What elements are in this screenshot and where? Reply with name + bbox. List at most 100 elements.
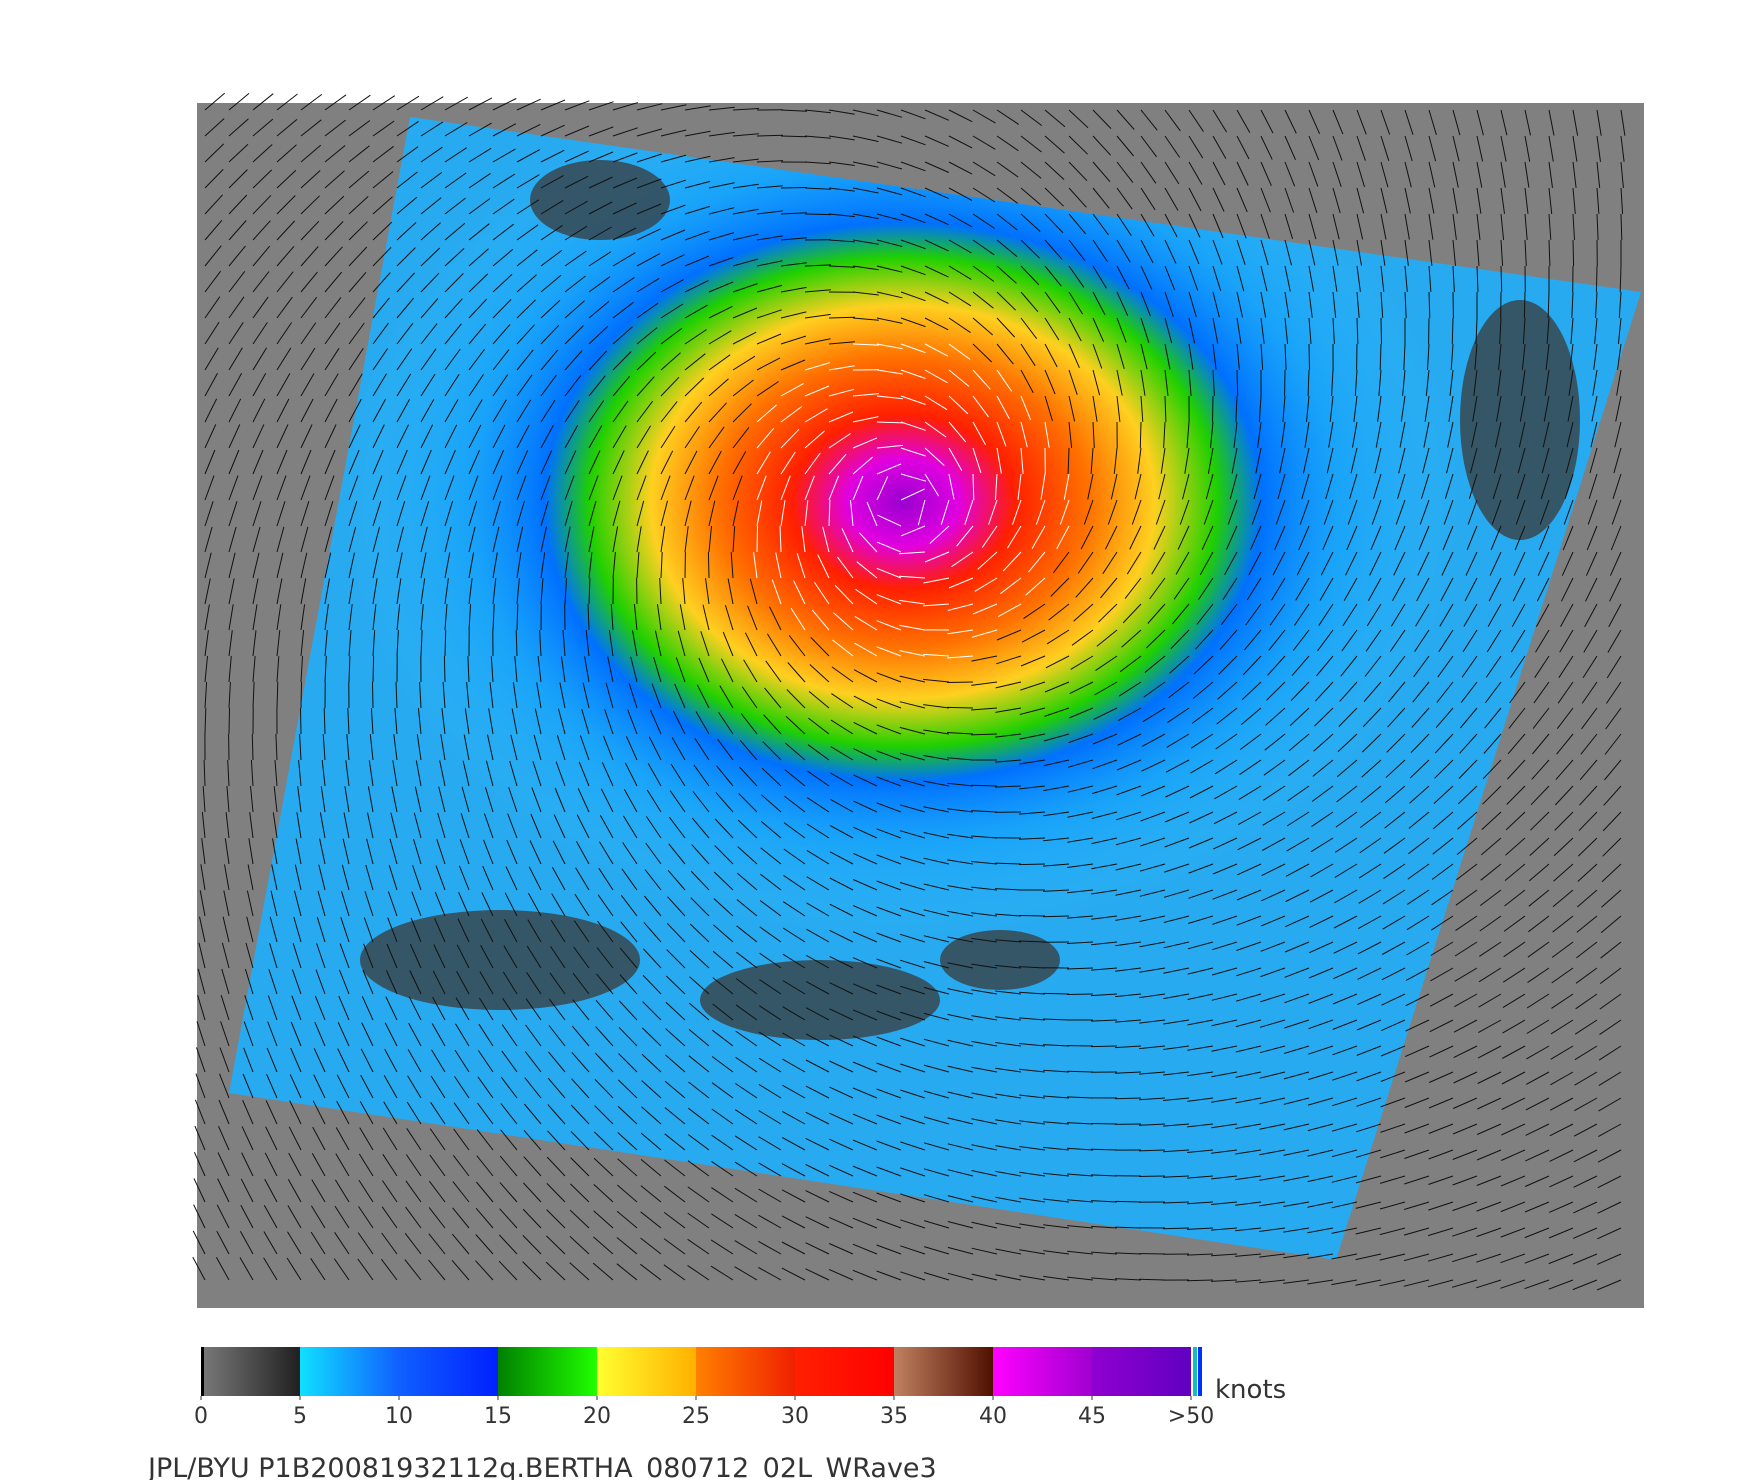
- wind-barb: [1215, 733, 1238, 750]
- wind-barb: [1083, 499, 1094, 525]
- wind-barb: [1187, 993, 1214, 1000]
- wind-barb: [516, 249, 538, 267]
- wind-barb: [1380, 109, 1391, 135]
- wind-barb: [385, 996, 398, 1021]
- wind-barb: [192, 1256, 206, 1281]
- wind-barb: [684, 105, 711, 111]
- wind-barb: [692, 791, 710, 813]
- wind-barb: [1187, 915, 1214, 924]
- wind-barb: [1356, 187, 1365, 214]
- wind-barb: [363, 943, 374, 969]
- wind-barb: [1550, 1045, 1574, 1060]
- wind-barb: [1507, 759, 1526, 780]
- wind-barb: [1492, 473, 1502, 499]
- wind-barb: [1453, 1019, 1478, 1033]
- wind-barb: [831, 693, 854, 709]
- wind-barb: [1380, 291, 1384, 318]
- wind-barb: [1140, 135, 1157, 158]
- wind-barb: [1091, 1251, 1118, 1255]
- wind-barb: [972, 369, 991, 390]
- wind-barb: [525, 998, 542, 1021]
- wind-barb: [971, 655, 998, 662]
- wind-barb: [947, 603, 974, 611]
- wind-barb: [1241, 681, 1262, 701]
- wind-barb: [1415, 603, 1430, 627]
- wind-barb: [1096, 629, 1118, 647]
- wind-barb: [1145, 629, 1166, 649]
- wind-barb: [1356, 1019, 1382, 1031]
- wind-barb: [1020, 239, 1040, 259]
- wind-barb: [200, 864, 206, 891]
- wind-barb: [660, 204, 686, 215]
- wind-barb: [1236, 161, 1249, 186]
- wind-barb: [438, 786, 446, 813]
- wind-barb: [1019, 1043, 1046, 1047]
- wind-barb: [492, 324, 511, 345]
- wind-barb: [348, 94, 371, 111]
- wind-barb: [300, 119, 322, 137]
- wind-barb: [619, 947, 638, 969]
- wind-barb: [193, 1204, 206, 1229]
- wind-barb: [452, 1154, 470, 1177]
- wind-barb: [1404, 109, 1414, 135]
- wind-barb: [900, 1245, 926, 1255]
- wind-barb: [588, 201, 613, 215]
- wind-barb: [405, 1180, 422, 1203]
- wind-barb: [1476, 213, 1481, 240]
- wind-barb: [540, 249, 563, 267]
- wind-barb: [1068, 135, 1088, 155]
- wind-barb: [1140, 343, 1148, 370]
- wind-barb: [1187, 941, 1214, 950]
- wind-barb: [1457, 811, 1478, 830]
- wind-barb: [415, 760, 422, 787]
- wind-barb: [783, 901, 806, 917]
- wind-barb: [476, 1155, 494, 1177]
- wind-barb: [1286, 811, 1310, 827]
- wind-barb: [1018, 863, 1046, 866]
- wind-barb: [451, 1259, 470, 1281]
- wind-barb: [263, 1205, 278, 1229]
- wind-barb: [660, 278, 684, 293]
- wind-barb: [877, 514, 902, 527]
- wind-barb: [252, 322, 268, 345]
- wind-barb: [564, 450, 577, 475]
- wind-barb: [1140, 785, 1166, 797]
- wind-barb: [1404, 213, 1410, 240]
- wind-barb: [738, 793, 758, 813]
- wind-barb: [478, 1023, 494, 1047]
- wind-barb: [1524, 161, 1530, 188]
- wind-barb: [564, 500, 573, 527]
- wind-barb: [948, 239, 972, 254]
- wind-barb: [1519, 395, 1526, 422]
- wind-barb: [390, 812, 398, 839]
- wind-barb: [204, 194, 223, 215]
- wind-barb: [876, 187, 903, 196]
- wind-barb: [1502, 1019, 1526, 1034]
- wind-barb: [217, 1178, 230, 1203]
- wind-barb: [1116, 239, 1131, 263]
- wind-barb: [1044, 707, 1070, 717]
- wind-barb: [1388, 681, 1406, 703]
- wind-barb: [735, 978, 758, 995]
- wind-barb: [428, 1180, 446, 1203]
- wind-barb: [492, 374, 509, 397]
- wind-barb: [1240, 707, 1262, 726]
- wind-barb: [743, 659, 758, 683]
- wind-barb: [1476, 1253, 1502, 1263]
- wind-barb: [1500, 1279, 1526, 1289]
- wind-barb: [502, 971, 518, 995]
- wind-barb: [1408, 811, 1430, 829]
- wind-barb: [948, 421, 967, 443]
- wind-barb: [1031, 525, 1046, 549]
- wind-barb: [828, 1243, 854, 1255]
- wind-barb: [1531, 759, 1550, 780]
- wind-barb: [972, 395, 989, 418]
- wind-barb: [1090, 1045, 1118, 1048]
- wind-barb: [267, 1021, 278, 1047]
- wind-barb: [1403, 1201, 1430, 1210]
- wind-barb: [287, 1205, 302, 1229]
- wind-barb: [1384, 785, 1406, 804]
- wind-barb: [204, 475, 215, 501]
- wind-barb: [1608, 603, 1622, 628]
- wind-barb: [412, 865, 422, 891]
